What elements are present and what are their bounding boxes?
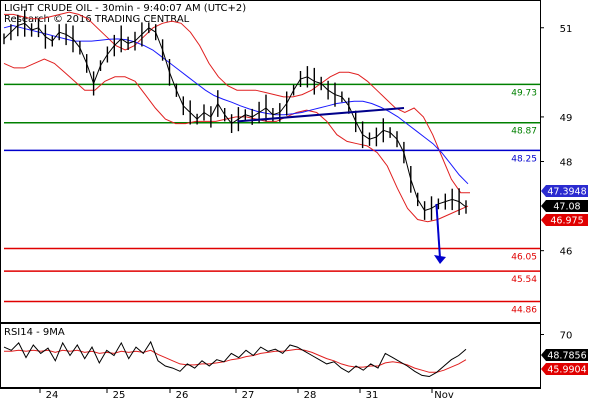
x-tick-label-6: Nov: [434, 390, 454, 400]
forecast-arrow-group: [434, 203, 446, 265]
price-series: [3, 9, 467, 221]
x-tick-label-1: 25: [113, 390, 126, 400]
value-badges: 47.3948 47.08 46.975 48.7856 45.9904: [541, 185, 588, 376]
badge-bg-3: [541, 349, 588, 361]
bollinger-upper-line: [4, 11, 470, 194]
chart-subtitle: Research © 2016 TRADING CENTRAL: [4, 14, 190, 25]
badge-bg-0: [541, 185, 588, 197]
badge-bg-2: [541, 214, 588, 226]
price-close-line: [3, 22, 467, 212]
rsi-panel-title: RSI14 - 9MA: [4, 327, 65, 338]
y-tick-label-0: 51: [560, 24, 573, 35]
level-lines: 49.73 48.87 48.25 46.05 45.54 44.86: [4, 83, 540, 315]
y-tick-label-1: 49: [560, 113, 573, 124]
level-label-4: 45.54: [511, 275, 537, 285]
rsi-tick-label-0: 70: [560, 331, 573, 342]
bollinger-lower-line: [3, 58, 469, 223]
level-label-0: 49.73: [511, 88, 537, 98]
y-tick-label-3: 46: [560, 247, 573, 258]
badge-label-0: 47.3948: [547, 187, 586, 198]
moving-average: [3, 24, 469, 185]
price-panel-frame: [0, 0, 541, 323]
x-tick-label-5: 31: [366, 390, 379, 400]
ma-line: [3, 24, 469, 185]
level-label-1: 48.87: [511, 127, 537, 137]
level-label-2: 48.25: [511, 154, 537, 164]
trendline-group: [237, 107, 405, 123]
badge-label-2: 46.975: [550, 216, 583, 227]
badge-bg-1: [541, 200, 588, 212]
badge-label-3: 48.7856: [547, 351, 586, 362]
y-tick-label-2: 48: [560, 158, 573, 169]
badge-bg-4: [541, 363, 588, 375]
badge-label-4: 45.9904: [547, 365, 586, 376]
level-label-3: 46.05: [511, 252, 537, 262]
rsi-panel-frame: [0, 323, 541, 388]
x-tick-label-3: 27: [242, 390, 255, 400]
x-axis-ticks: 24 25 26 27 28 31 Nov: [39, 388, 454, 400]
trendline: [237, 107, 405, 123]
x-tick-label-4: 28: [304, 390, 317, 400]
bollinger-bands: [3, 11, 470, 223]
rsi-line: [3, 340, 467, 378]
forecast-arrow-head: [434, 255, 446, 265]
rsi-series: [3, 340, 467, 378]
x-tick-label-2: 26: [176, 390, 189, 400]
level-label-5: 44.86: [511, 305, 537, 315]
badge-label-1: 47.08: [553, 202, 580, 213]
chart-title: LIGHT CRUDE OIL - 30min - 9:40:07 AM (UT…: [4, 3, 246, 14]
y-axis-ticks: 51 49 48 46 70: [540, 24, 572, 342]
forecast-arrow-shaft: [435, 203, 441, 259]
x-tick-label-0: 24: [46, 390, 59, 400]
